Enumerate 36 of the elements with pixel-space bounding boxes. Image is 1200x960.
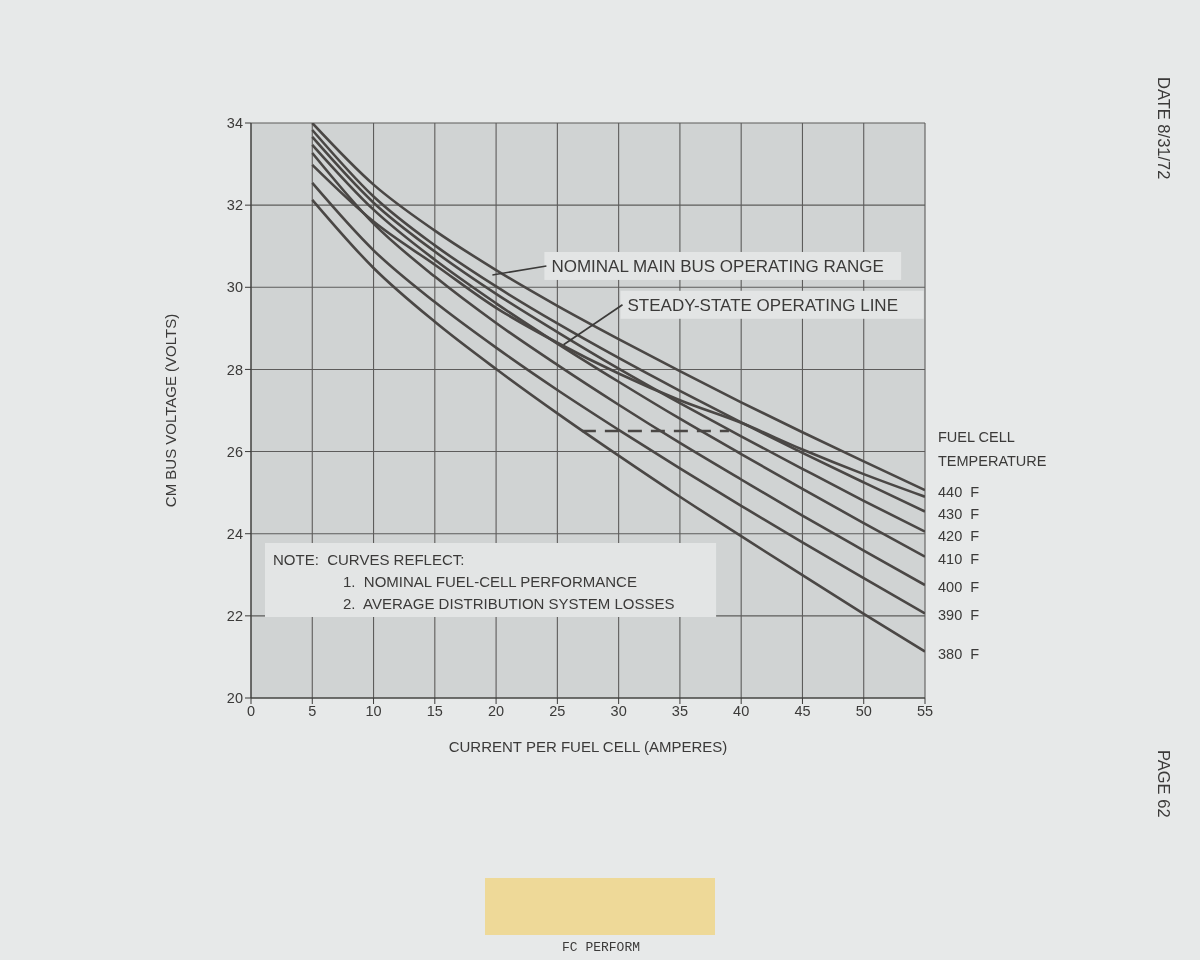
series-label: 390 F — [938, 607, 980, 624]
annotation: STEADY-STATE OPERATING LINE — [627, 296, 898, 316]
y-tick-label: 24 — [226, 525, 243, 542]
text: FC PERFORM — [561, 940, 641, 955]
annotation: NOMINAL MAIN BUS OPERATING RANGE — [551, 257, 884, 277]
x-tick-label: 25 — [549, 703, 566, 720]
x-tick-label: 5 — [308, 703, 317, 720]
y-tick-label: 26 — [226, 443, 243, 460]
text: DATE 8/31/72 — [1155, 77, 1173, 180]
y-axis-title: CM BUS VOLTAGE (VOLTS) — [162, 313, 180, 508]
y-tick-label: 30 — [226, 279, 243, 296]
text: PAGE 62 — [1155, 750, 1173, 818]
y-tick-label: 28 — [226, 361, 243, 378]
x-tick-label: 50 — [855, 703, 872, 720]
series-label: 420 F — [938, 528, 980, 545]
y-tick-label: 20 — [226, 690, 243, 707]
x-tick-label: 45 — [794, 703, 811, 720]
x-tick-label: 0 — [246, 703, 256, 720]
x-tick-label: 15 — [426, 703, 443, 720]
legend-title: FUEL CELL TEMPERATURE — [938, 429, 1047, 470]
y-tick-label: 22 — [226, 608, 243, 624]
x-tick-label: 30 — [610, 703, 627, 720]
series-label: 440 F — [938, 484, 980, 501]
x-tick-label: 40 — [733, 703, 750, 720]
x-tick-label: 20 — [488, 703, 505, 720]
series-label: 430 F — [938, 506, 980, 523]
x-tick-label: 10 — [365, 703, 382, 720]
x-axis-title: CURRENT PER FUEL CELL (AMPERES) — [448, 738, 728, 755]
series-label: 400 F — [938, 579, 980, 596]
x-tick-label: 35 — [671, 703, 688, 720]
y-tick-label: 32 — [226, 197, 243, 214]
series-label: 410 F — [938, 550, 980, 567]
x-tick-label: 55 — [916, 703, 934, 720]
y-tick-label: 34 — [226, 115, 243, 132]
series-label: 380 F — [938, 645, 980, 662]
annotation: NOTE: CURVES REFLECT: 1. NOMINAL FUEL-CELL PERFORMANCE 2. AVERAGE DISTRIBUTION SYSTEM LOSSES — [273, 550, 675, 612]
